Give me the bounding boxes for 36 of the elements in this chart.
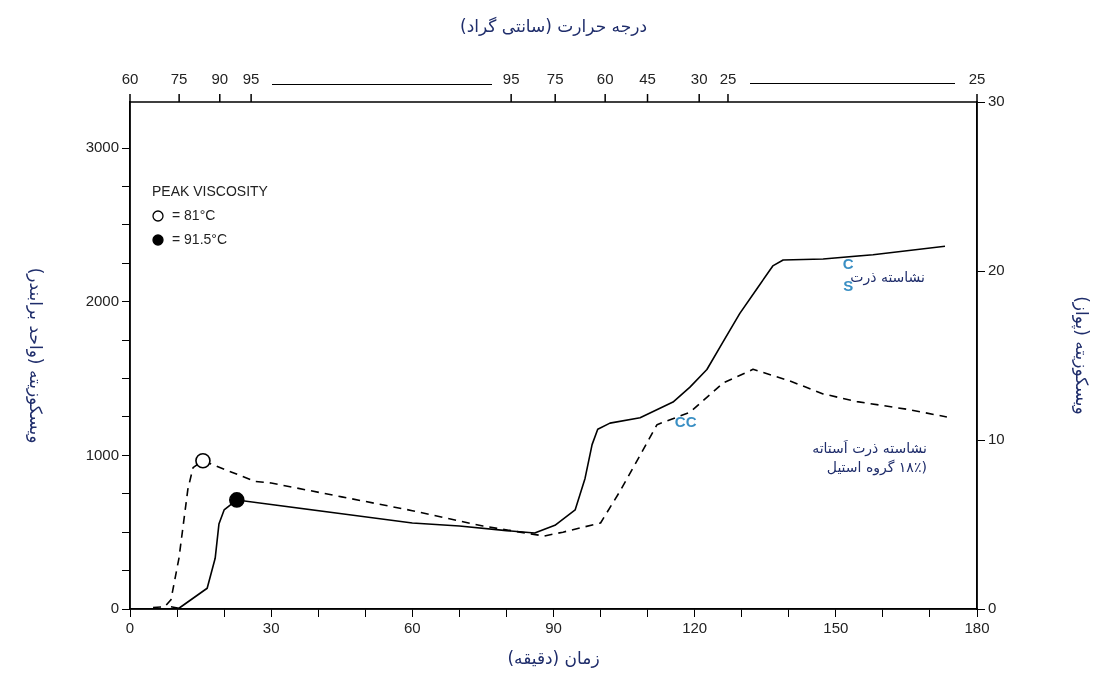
y2-tick-label: 30 [988,92,1005,110]
y2-axis-title: ویسکوزیته (پواز) [1070,296,1092,415]
x-tick-label: 150 [823,619,849,637]
x-tick-label: 30 [262,619,280,637]
text: 75 [170,70,188,88]
y-axis-title: ویسکوزیته (واحد برابندر) [25,267,46,444]
x-tick-label: 180 [964,619,990,637]
y-tick-label: 1000 [85,445,119,463]
x-tick-label: 120 [682,619,708,637]
x-tick-label: 90 [545,619,562,637]
text: 25 [719,70,737,88]
y-tick-label: 3000 [85,138,119,156]
annotation: C [842,254,854,272]
y-tick-label: 0 [110,599,119,617]
y2-tick-label: 10 [988,430,1005,448]
text: 30 [690,70,708,88]
text: 95 [242,70,260,88]
text: 95 [502,70,520,88]
series-label: نشاسته ذرت اَستاته (۱۸٪ گروه استیل [812,439,927,476]
x-tick-label: 0 [125,619,135,637]
x-axis-title: زمان (دقیقه) [507,648,600,669]
text: 75 [546,70,564,88]
annotation: CC [674,413,697,431]
x-tick-label: 60 [403,619,421,637]
legend-label: = 81°C [172,206,216,223]
legend-label: = 91.5°C [172,230,228,247]
text: 90 [211,70,229,88]
text: 45 [639,70,656,88]
y2-tick-label: 0 [988,599,997,617]
chart-title: درجه حرارت (سانتی گراد) [460,16,647,37]
y2-tick-label: 20 [988,261,1005,279]
text: 60 [121,70,139,88]
text: 60 [596,70,614,88]
legend-title: PEAK VISCOSITY [152,182,269,199]
text: 25 [968,70,986,88]
y-tick-label: 2000 [85,291,119,309]
